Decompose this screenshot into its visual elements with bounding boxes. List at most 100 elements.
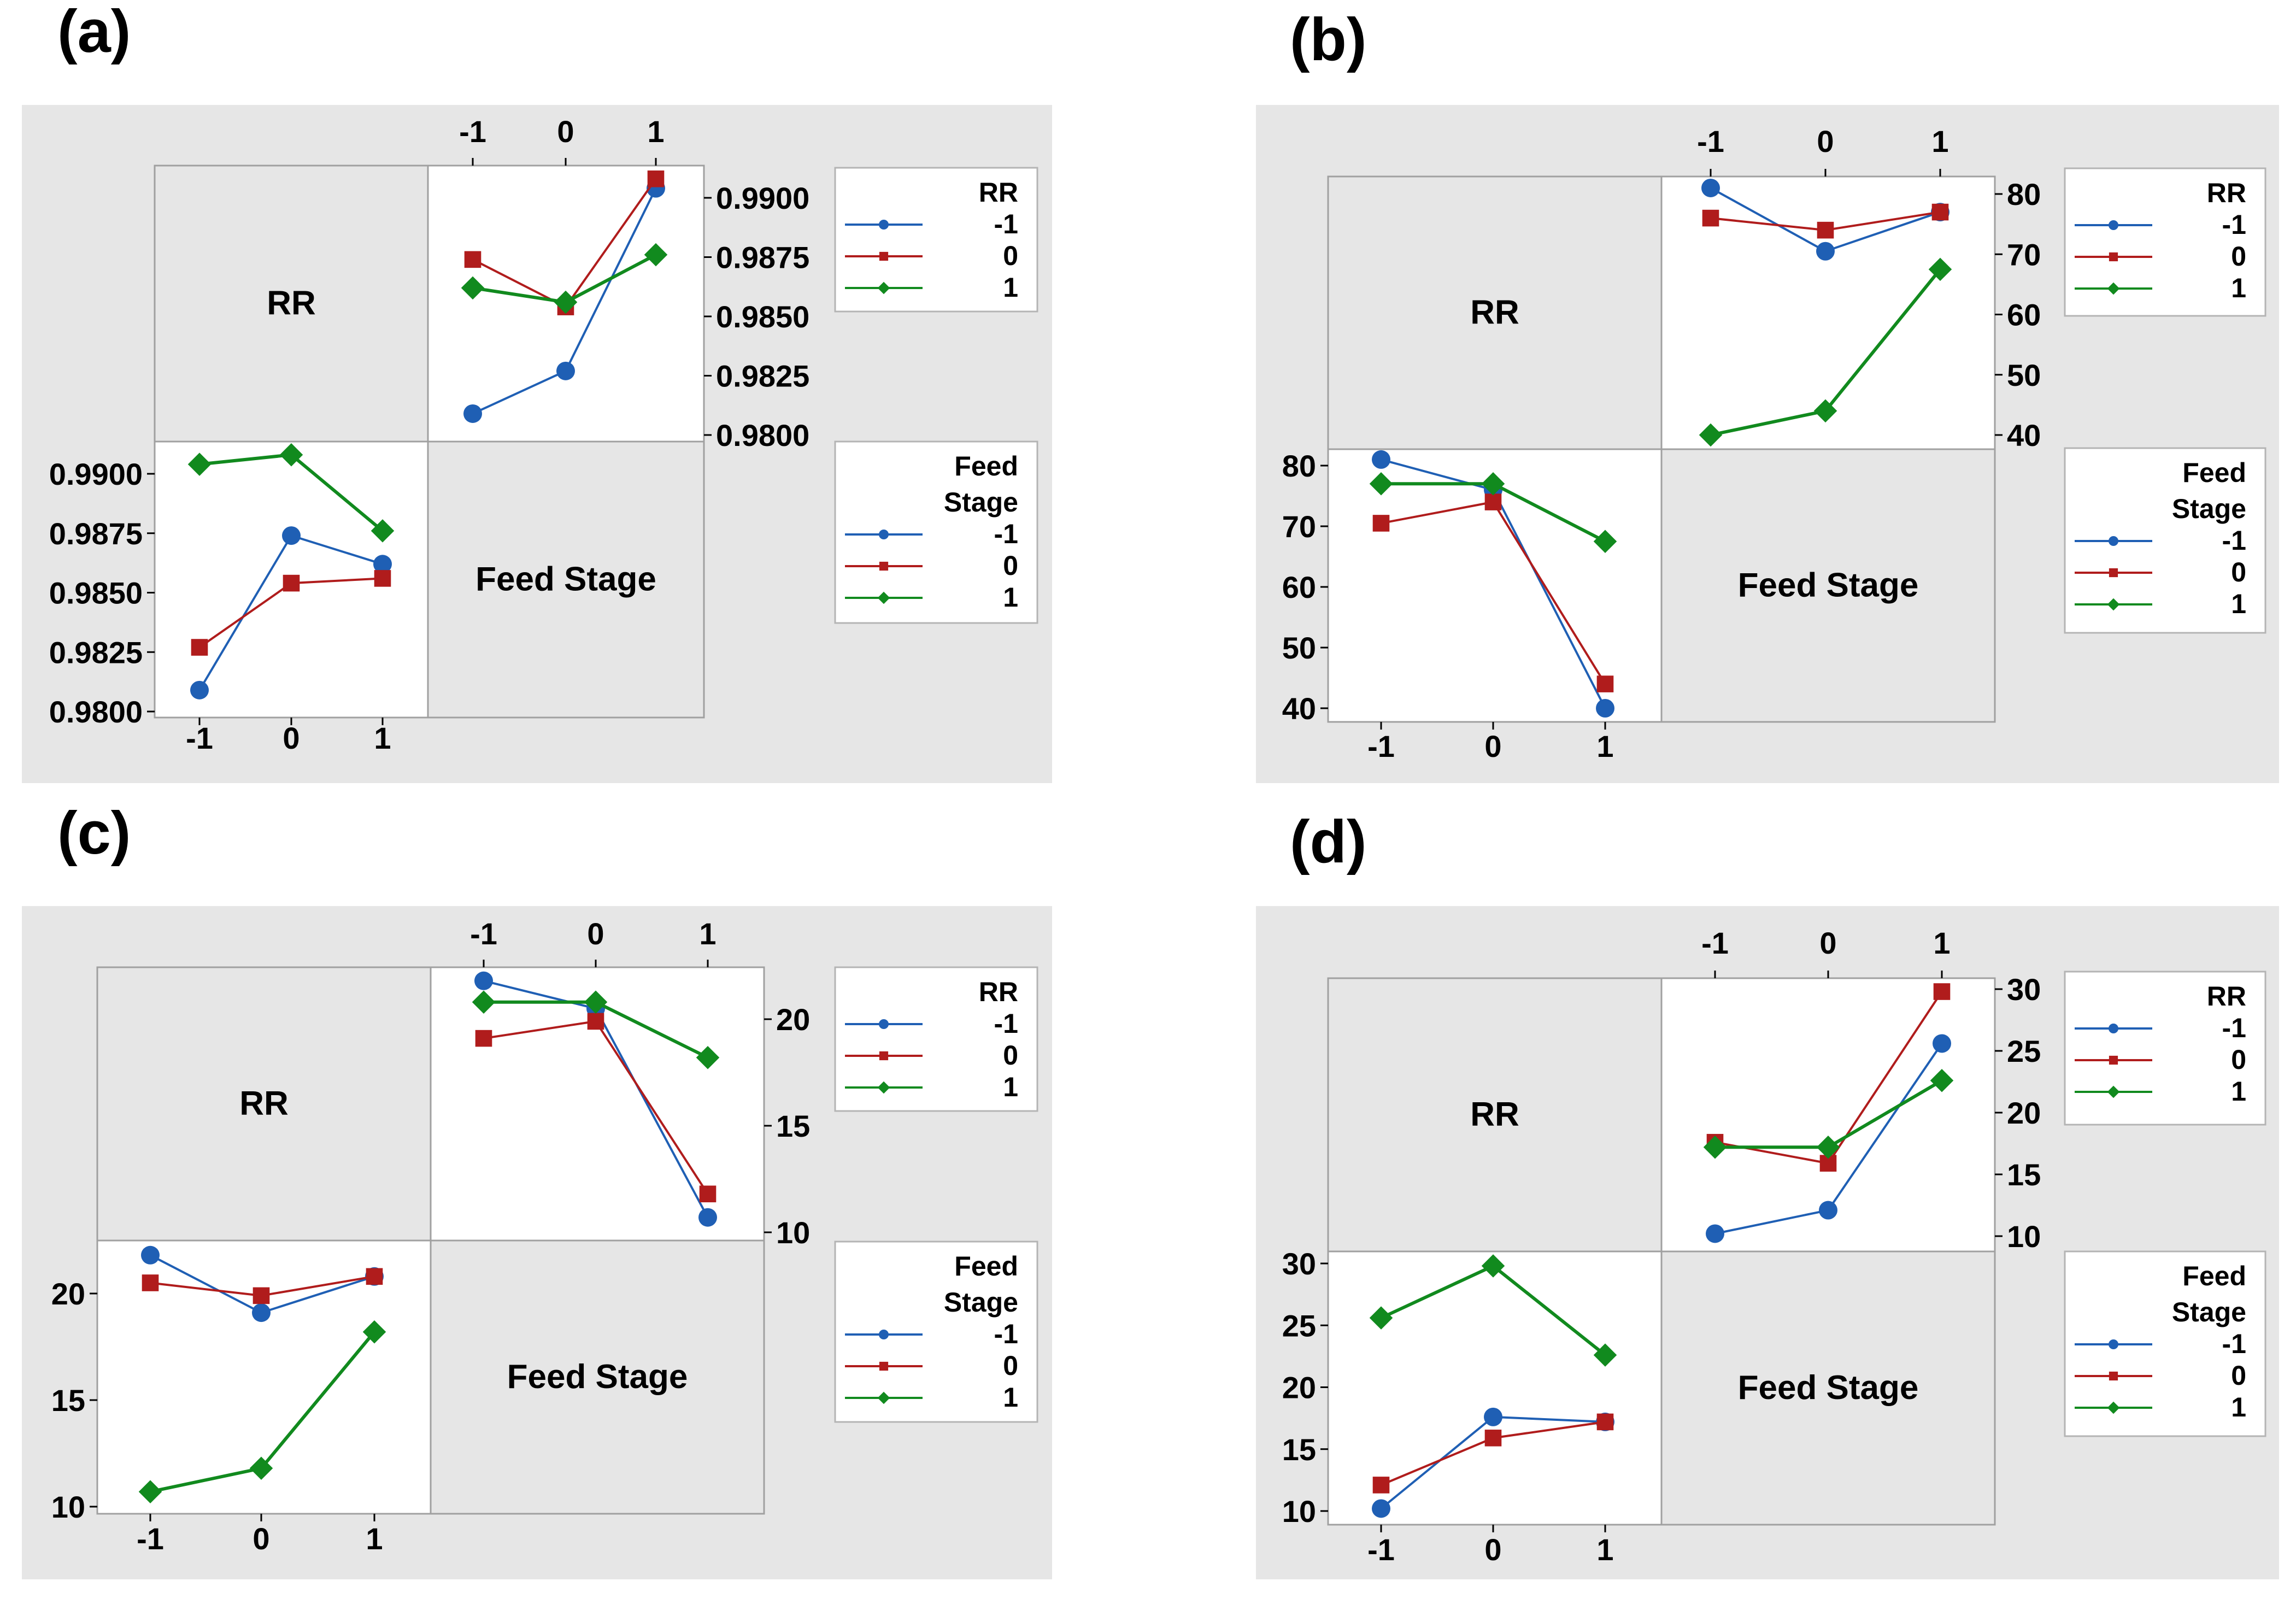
rr-label-cell (154, 164, 429, 443)
legend-box (2064, 971, 2266, 1126)
top-right-data-point-1 (696, 1045, 720, 1069)
y-tick-label-left: 0.9875 (49, 516, 143, 551)
legend-entry-label: 1 (1003, 1072, 1018, 1102)
x-tick-label-bottom: -1 (1367, 729, 1395, 763)
bottom-left-data-point-0 (374, 570, 391, 587)
top-right-data-point-1 (584, 990, 608, 1014)
y-tick-label-left: 0.9850 (49, 576, 143, 610)
x-tick-label-top: -1 (470, 916, 497, 951)
legend-title: Stage (944, 487, 1018, 518)
bottom-left-data-point-0 (191, 639, 208, 656)
legend-entry-label: 1 (2231, 1076, 2246, 1107)
top-right-data-point-1 (1816, 1136, 1840, 1159)
legend-rr: RR-101 (2064, 167, 2266, 317)
bottom-left-data-point-0 (366, 1268, 383, 1285)
legend-title: Stage (2172, 493, 2246, 524)
top-right-data-point-0 (1702, 209, 1719, 227)
legend-feed-stage: Feed Stage-101 (834, 1241, 1038, 1423)
x-tick-label-top: 0 (1819, 926, 1836, 960)
factor-label-rr: RR (239, 1085, 289, 1122)
top-right-data-point-1 (1813, 399, 1837, 423)
bottom-left-data-point-1 (279, 443, 303, 467)
panel-label: (a) (57, 0, 131, 65)
x-tick-label-top: -1 (459, 114, 486, 149)
y-tick-label-right: 80 (2007, 177, 2041, 211)
bottom-left-data-point-1 (1481, 472, 1505, 496)
legend-entry-label: 0 (2231, 1360, 2246, 1391)
top-right-data-point-1 (554, 290, 578, 314)
bottom-left-data-point-0 (1484, 1430, 1502, 1447)
top-right-data-point--1 (556, 361, 575, 380)
top-right-data-point-1 (1703, 1136, 1727, 1159)
y-tick-label-right: 15 (776, 1109, 810, 1143)
legend-entry-label: -1 (994, 1008, 1018, 1039)
x-tick-label-top: -1 (1701, 926, 1729, 960)
legend-title: Feed (2182, 457, 2246, 488)
bottom-left-data-point-1 (1593, 530, 1617, 553)
x-tick-label-top: 1 (699, 916, 716, 951)
legend-entry-label: -1 (994, 1319, 1018, 1349)
y-tick-label-right: 60 (2007, 298, 2041, 332)
feed-stage-label-cell (1660, 448, 1996, 723)
legend-rr: RR-101 (2064, 971, 2266, 1126)
panel-label: (b) (1290, 6, 1366, 73)
bottom-left-data-point-1 (1481, 1254, 1505, 1278)
top-right-data-point-0 (475, 1030, 492, 1047)
legend-swatch-marker (877, 591, 890, 604)
top-right-data-point--1 (1706, 1224, 1724, 1243)
bottom-left-data-point-0 (1484, 493, 1502, 510)
factor-label-rr: RR (267, 285, 316, 322)
y-tick-label-left: 25 (1282, 1308, 1316, 1343)
factor-label-feed-stage: Feed Stage (1738, 567, 1919, 604)
legend-entry-label: 1 (2231, 1392, 2246, 1422)
top-right-data-point-1 (1699, 423, 1723, 447)
bottom-left-data-point-0 (142, 1274, 159, 1291)
top-right-data-point--1 (1701, 178, 1720, 197)
y-tick-label-right: 0.9825 (716, 359, 809, 393)
bottom-left-data-point-1 (362, 1320, 386, 1344)
legend-entry-label: 1 (1003, 1382, 1018, 1413)
y-tick-label-left: 0.9825 (49, 635, 143, 669)
legend-swatch-marker (2109, 536, 2118, 546)
legend-title: RR (2207, 178, 2246, 208)
top-right-data-point-1 (644, 243, 668, 267)
bottom-left-data-point-0 (1372, 515, 1390, 532)
y-tick-label-left: 0.9800 (49, 695, 143, 729)
legend-swatch-marker (877, 281, 890, 295)
y-tick-label-left: 10 (1282, 1494, 1316, 1529)
legend-swatch-marker (877, 1081, 890, 1094)
bottom-left-data-point-0 (1596, 1413, 1614, 1431)
top-right-data-point-1 (461, 276, 485, 300)
legend-entry-label: 0 (1003, 1350, 1018, 1381)
x-tick-label-bottom: 0 (1484, 729, 1501, 763)
bottom-left-data-point-1 (1369, 1306, 1393, 1330)
bottom-left-data-point-1 (138, 1480, 162, 1503)
y-tick-label-right: 10 (776, 1215, 810, 1250)
legend-box (834, 1241, 1038, 1423)
legend-entry-label: 0 (2231, 241, 2246, 272)
legend-title: Stage (944, 1287, 1018, 1318)
top-right-data-point-0 (1931, 203, 1949, 221)
legend-entry-label: 1 (2231, 273, 2246, 303)
factor-label-feed-stage: Feed Stage (507, 1358, 688, 1396)
y-tick-label-right: 0.9875 (716, 240, 809, 275)
legend-swatch-marker (879, 1019, 889, 1029)
top-right-data-point-0 (699, 1185, 717, 1203)
legend-entry-label: -1 (2222, 525, 2246, 556)
legend-swatch-marker (2107, 1085, 2120, 1098)
factor-label-feed-stage: Feed Stage (475, 561, 656, 598)
legend-swatch-marker (2107, 282, 2120, 295)
y-tick-label-right: 20 (776, 1002, 810, 1037)
y-tick-label-right: 20 (2007, 1096, 2041, 1130)
y-tick-label-left: 50 (1282, 631, 1316, 665)
top-right-data-point-0 (1933, 983, 1951, 1000)
x-tick-label-bottom: 1 (1596, 729, 1613, 763)
x-tick-label-top: -1 (1697, 124, 1724, 158)
x-tick-label-top: 1 (1933, 926, 1950, 960)
y-tick-label-left: 30 (1282, 1247, 1316, 1281)
legend-swatch-marker (2109, 252, 2118, 262)
legend-box (2064, 167, 2266, 317)
bottom-left-data-point--1 (373, 555, 392, 574)
legend-title: Stage (2172, 1297, 2246, 1327)
